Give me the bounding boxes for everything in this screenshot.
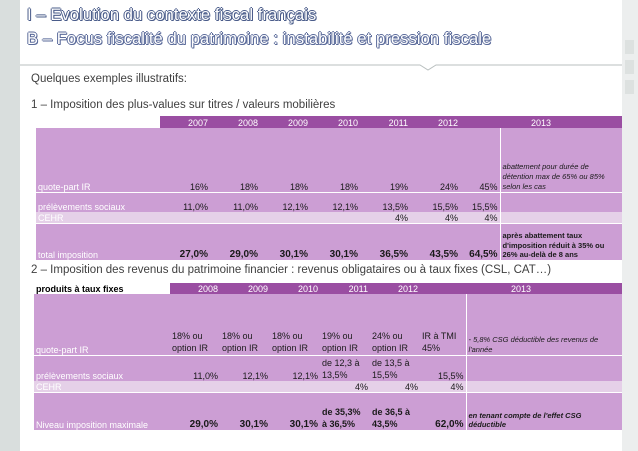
table-cell: 4%: [320, 381, 370, 392]
table-cell: de 13,5 à 15,5%: [370, 354, 420, 381]
table-row: quote-part IR 18% ou option IR 18% ou op…: [34, 294, 622, 355]
table-cell: [160, 212, 210, 223]
year-header: 2012: [410, 116, 460, 128]
year-header: 2011: [320, 283, 370, 294]
intro-text: Quelques exemples illustratifs:: [31, 73, 187, 85]
table-row: prélèvements sociaux 11,0% 11,0% 12,1% 1…: [36, 191, 622, 212]
table-cell: 24%: [410, 128, 460, 192]
table-cell: 64,5%: [460, 222, 500, 260]
table-cell: 4%: [370, 381, 420, 392]
table-cell: 19%: [360, 128, 410, 192]
table-cell: [220, 381, 270, 392]
table-cell: de 36,5 à 43,5%: [370, 391, 420, 430]
table-cell: 4%: [410, 212, 460, 223]
year-header: 2013: [460, 116, 622, 128]
table-cell: 15,5%: [460, 191, 500, 212]
table-cell: 12,1%: [270, 354, 320, 381]
table-cell: 29,0%: [170, 391, 220, 430]
table-row: quote-part IR 16% 18% 18% 18% 19% 24% 45…: [36, 128, 622, 192]
table-cell: 27,0%: [160, 222, 210, 260]
table-cell: 45%: [460, 128, 500, 192]
left-decorative-bar: [0, 0, 20, 451]
table-row: total imposition 27,0% 29,0% 30,1% 30,1%…: [36, 222, 622, 260]
table-cell: [270, 381, 320, 392]
table-cell: IR à TMI 45%: [420, 294, 466, 355]
table-cell: 30,1%: [220, 391, 270, 430]
table-cell: 12,1%: [260, 191, 310, 212]
section1-heading: 1 – Imposition des plus-values sur titre…: [31, 99, 336, 111]
year-header: 2013: [420, 283, 622, 294]
year-header: 2009: [220, 283, 270, 294]
table-cell: 36,5%: [360, 222, 410, 260]
table-cell: 15,5%: [410, 191, 460, 212]
table-cell: 11,0%: [160, 191, 210, 212]
year-header-row: 2007 2008 2009 2010 2011 2012 2013: [36, 116, 622, 128]
table-cell: 4%: [360, 212, 410, 223]
fixed-income-table: produits à taux fixes 2008 2009 2010 201…: [34, 283, 622, 430]
table-cell: de 35,3% à 36,5%: [320, 391, 370, 430]
table-cell: [310, 212, 360, 223]
table-cell: 18% ou option IR: [170, 294, 220, 355]
table-cell: 18% ou option IR: [220, 294, 270, 355]
row-label: quote-part IR: [34, 294, 170, 355]
corner-label: produits à taux fixes: [34, 283, 170, 294]
right-decorative-bar: [622, 0, 638, 451]
year-header: 2009: [260, 116, 310, 128]
table-cell: 18%: [260, 128, 310, 192]
table-cell: 4%: [460, 212, 500, 223]
table-cell: 4%: [420, 381, 466, 392]
row-label: total imposition: [36, 222, 160, 260]
table-row: CEHR 4% 4% 4%: [36, 212, 622, 223]
table-cell: 30,1%: [270, 391, 320, 430]
row-label: prélèvements sociaux: [34, 354, 170, 381]
table-cell: [210, 212, 260, 223]
table-cell: 12,1%: [220, 354, 270, 381]
row-label: prélèvements sociaux: [36, 191, 160, 212]
table-note: - 5,8% CSG déductible des revenus de l'a…: [465, 294, 622, 355]
slide-subtitle: B – Focus fiscalité du patrimoine : inst…: [27, 30, 492, 48]
table-cell: de 12,3 à 13,5%: [320, 354, 370, 381]
table-note: en tenant compte de l'effet CSG déductib…: [465, 391, 622, 430]
table-cell: 43,5%: [410, 222, 460, 260]
year-header: 2011: [360, 116, 410, 128]
table-cell: 24% ou option IR: [370, 294, 420, 355]
table-cell: [170, 381, 220, 392]
year-header: 2008: [210, 116, 260, 128]
separator-line: [20, 64, 622, 71]
table-cell: [260, 212, 310, 223]
year-header: 2010: [270, 283, 320, 294]
year-header: 2012: [370, 283, 420, 294]
table-row: CEHR 4% 4% 4%: [34, 381, 622, 392]
table-cell: 18%: [210, 128, 260, 192]
year-header: 2010: [310, 116, 360, 128]
row-label: quote-part IR: [36, 128, 160, 192]
table-cell: 13,5%: [360, 191, 410, 212]
table-cell: 18% ou option IR: [270, 294, 320, 355]
table-row: Niveau imposition maximale 29,0% 30,1% 3…: [34, 391, 622, 430]
year-header-row: produits à taux fixes 2008 2009 2010 201…: [34, 283, 622, 294]
year-header: 2007: [160, 116, 210, 128]
table-note: après abattement taux d'imposition rédui…: [499, 222, 622, 260]
year-header: 2008: [170, 283, 220, 294]
row-label: CEHR: [36, 212, 160, 223]
table-cell: 62,0%: [420, 391, 466, 430]
row-label: CEHR: [34, 381, 170, 392]
capital-gains-table: 2007 2008 2009 2010 2011 2012 2013 quote…: [36, 116, 622, 260]
table-note: abattement pour durée de détention max d…: [499, 128, 622, 192]
section2-heading: 2 – Imposition des revenus du patrimoine…: [31, 264, 552, 276]
table-cell: 29,0%: [210, 222, 260, 260]
slide-title: I – Evolution du contexte fiscal françai…: [27, 6, 317, 24]
table-cell: 18%: [310, 128, 360, 192]
table-cell: 12,1%: [310, 191, 360, 212]
table-cell: 19% ou option IR: [320, 294, 370, 355]
table-cell: 30,1%: [310, 222, 360, 260]
table-cell: 11,0%: [210, 191, 260, 212]
table-cell: 15,5%: [420, 354, 466, 381]
table-cell: 30,1%: [260, 222, 310, 260]
table-cell: 16%: [160, 128, 210, 192]
table-row: prélèvements sociaux 11,0% 12,1% 12,1% d…: [34, 354, 622, 381]
table-cell: 11,0%: [170, 354, 220, 381]
row-label: Niveau imposition maximale: [34, 391, 170, 430]
